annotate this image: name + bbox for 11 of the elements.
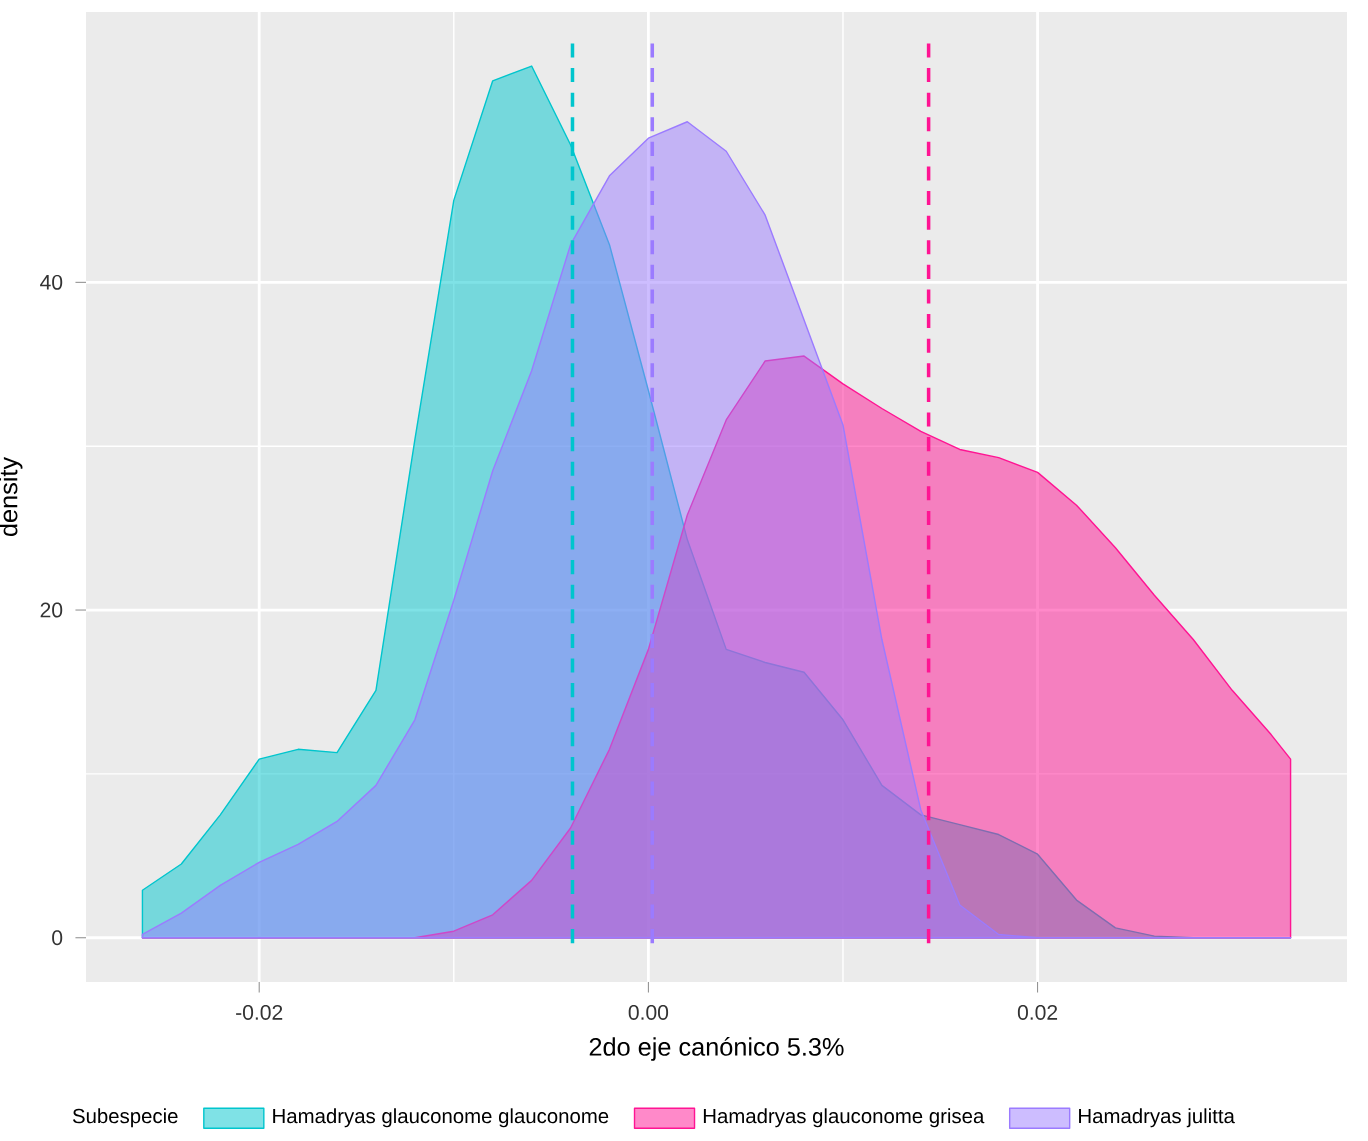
legend-label: Hamadryas glauconome grisea (703, 1108, 985, 1128)
legend-label: Hamadryas glauconome glauconome (273, 1108, 609, 1128)
y-tick-label: 0 (52, 930, 63, 946)
x-tick-label: 0.00 (628, 1004, 669, 1020)
x-tick-label: 0.02 (1017, 1004, 1058, 1020)
x-tick-label: -0.02 (236, 1004, 283, 1020)
legend-title: Subespecie (72, 1108, 178, 1128)
x-axis-title: 2do eje canónico 5.3% (589, 1036, 844, 1061)
y-tick-label: 40 (40, 274, 63, 290)
legend-label: Hamadryas julitta (1079, 1108, 1235, 1128)
y-tick-label: 20 (40, 602, 63, 618)
